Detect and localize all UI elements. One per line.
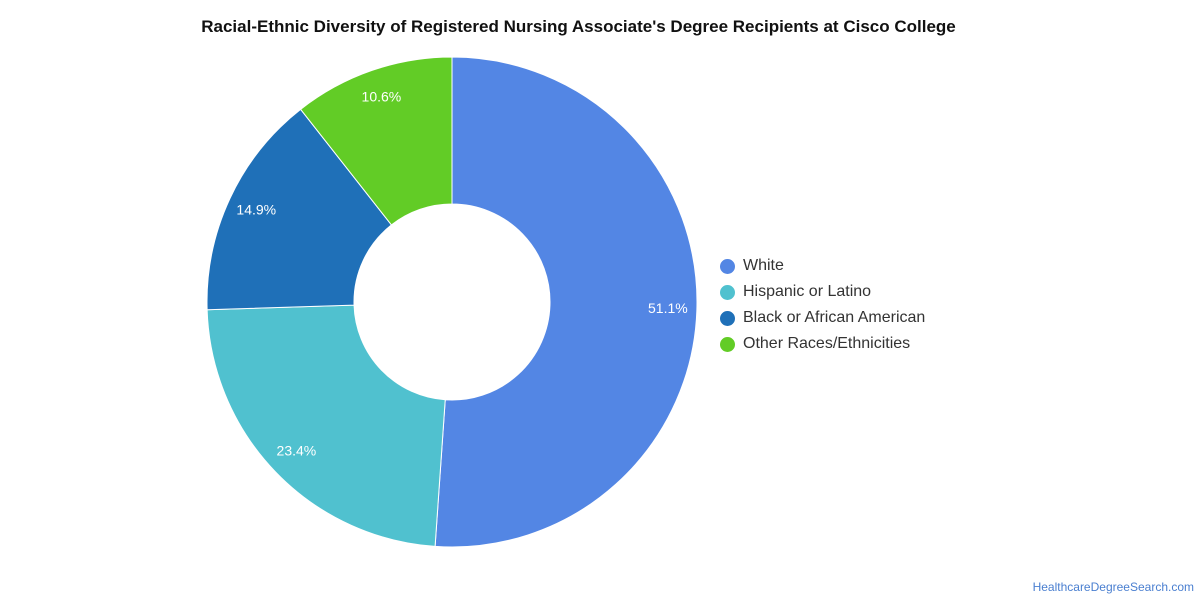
source-credit-link[interactable]: HealthcareDegreeSearch.com	[1032, 580, 1194, 594]
label-hispanic: 23.4%	[277, 443, 317, 459]
legend-item-white[interactable]: White	[720, 253, 925, 279]
legend-swatch-other	[720, 336, 735, 352]
legend-label-other: Other Races/Ethnicities	[743, 335, 911, 352]
label-white: 51.1%	[648, 300, 688, 316]
slice-black[interactable]	[206, 108, 393, 311]
chart-legend: White Hispanic or Latino Black or Africa…	[720, 253, 925, 357]
legend-swatch-black	[720, 310, 735, 326]
label-other: 10.6%	[362, 89, 402, 105]
legend-item-hispanic[interactable]: Hispanic or Latino	[720, 279, 925, 305]
chart-title: Racial-Ethnic Diversity of Registered Nu…	[201, 17, 956, 36]
slice-hispanic[interactable]	[206, 304, 446, 547]
legend-item-other[interactable]: Other Races/Ethnicities	[720, 331, 925, 357]
legend-swatch-white	[720, 258, 735, 274]
slice-other[interactable]	[299, 56, 453, 226]
legend-label-black: Black or African American	[743, 309, 926, 326]
legend-label-white: White	[743, 257, 784, 274]
label-black: 14.9%	[236, 201, 276, 217]
slice-white[interactable]	[434, 56, 698, 548]
legend-item-black[interactable]: Black or African American	[720, 305, 925, 331]
legend-label-hispanic: Hispanic or Latino	[743, 283, 872, 300]
legend-swatch-hispanic	[720, 284, 735, 300]
